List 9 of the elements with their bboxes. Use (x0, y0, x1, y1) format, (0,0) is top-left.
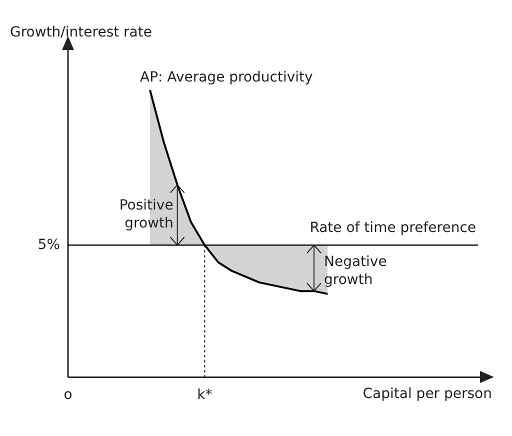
x-axis-title: Capital per person (362, 386, 492, 402)
x-tick-label: o (64, 387, 72, 404)
ref-line-label: Rate of time preference (310, 220, 476, 236)
annotation: Negative growth (324, 254, 387, 288)
x-tick-label: k* (197, 387, 212, 404)
y-axis-title: Growth/interest rate (10, 24, 152, 41)
text: 5% (38, 236, 60, 253)
series-label: AP: Average productivity (140, 70, 313, 86)
annotation: Positive growth (119, 198, 174, 232)
